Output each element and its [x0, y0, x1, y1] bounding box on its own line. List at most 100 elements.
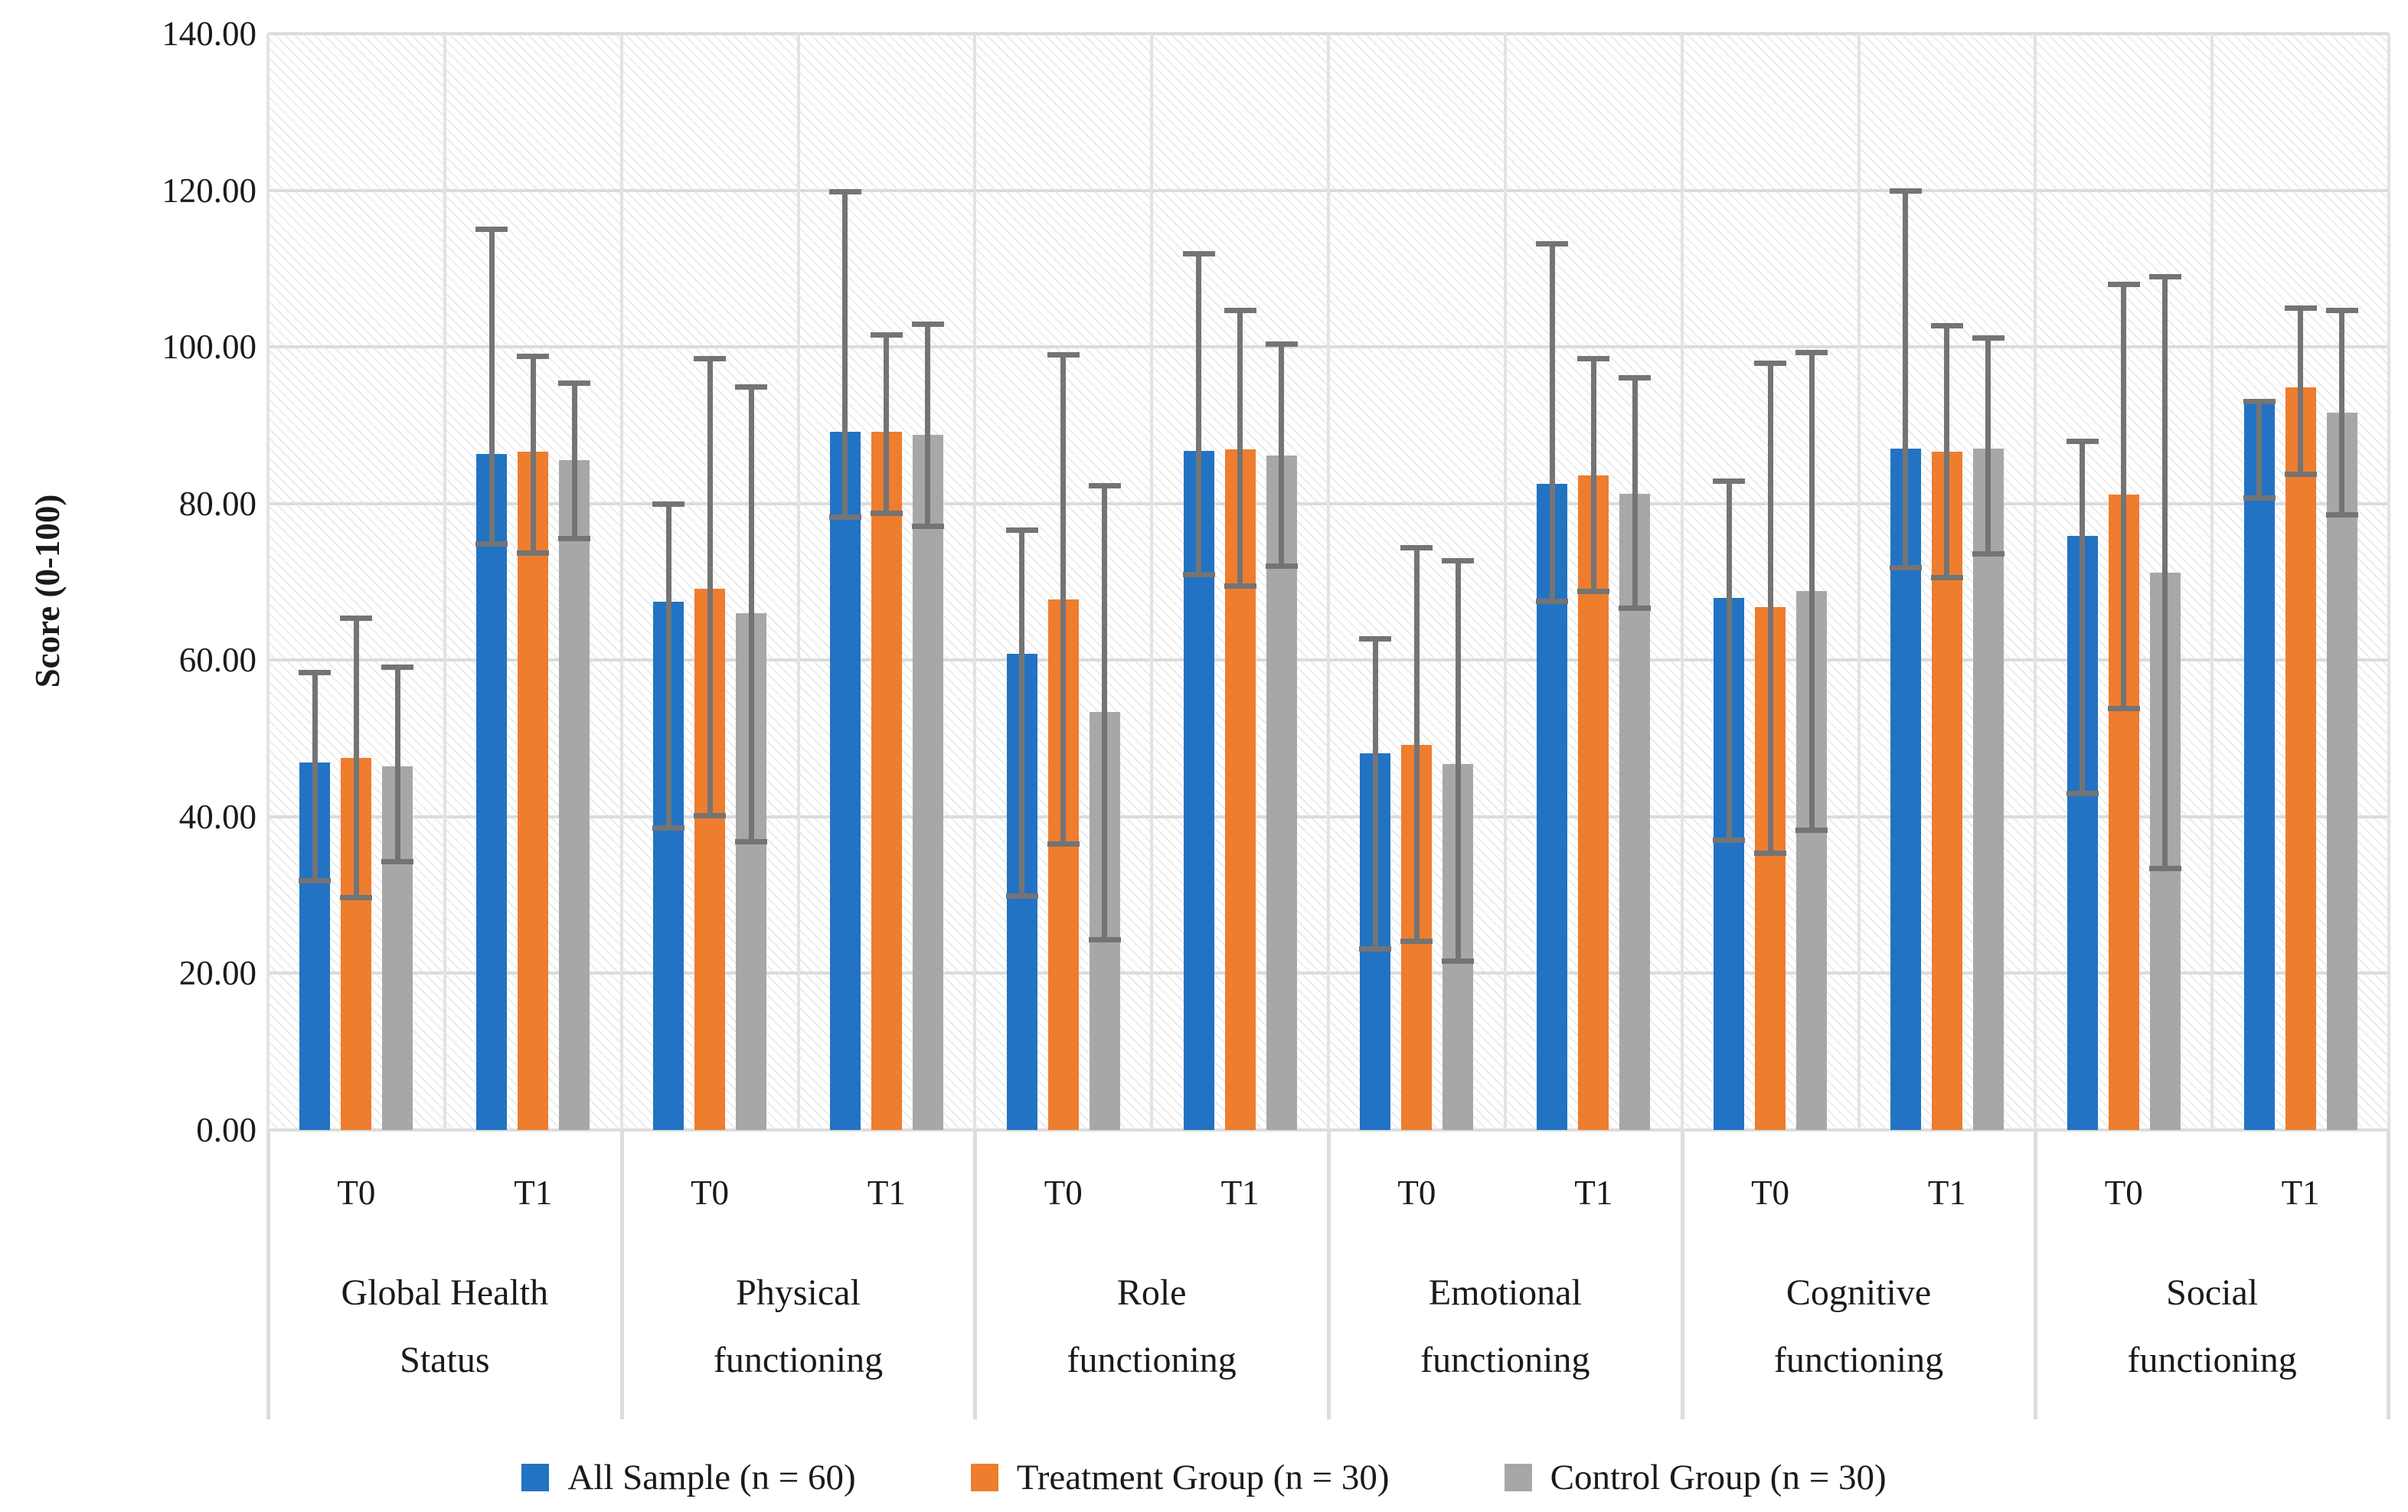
error-bar-line: [2162, 274, 2168, 872]
error-bar-line: [1808, 350, 1815, 834]
error-bar-cap-bottom: [652, 825, 685, 831]
error-bar: [1442, 558, 1475, 965]
error-bar-line: [530, 354, 536, 557]
y-gridline: [268, 1128, 2389, 1132]
bar: [559, 460, 590, 1130]
y-tick-label: 100.00: [162, 328, 256, 367]
legend-marker: [970, 1464, 998, 1491]
error-bar-line: [571, 380, 577, 541]
v-gridline: [2210, 34, 2214, 1130]
bar: [476, 454, 508, 1130]
error-bar-cap-top: [340, 615, 373, 621]
error-bar-cap-bottom: [517, 550, 550, 557]
error-bar-line: [1279, 341, 1285, 569]
error-bar-cap-bottom: [1536, 598, 1569, 604]
error-bar-cap-bottom: [1713, 837, 1746, 843]
plot-area: [266, 32, 2390, 1132]
v-gridline: [796, 34, 800, 1130]
error-bar-line: [353, 615, 359, 901]
error-bar-cap-bottom: [475, 540, 508, 547]
error-bar: [475, 226, 508, 547]
error-bar: [828, 188, 861, 521]
error-bar-cap-bottom: [735, 838, 768, 844]
category-label: Global Health Status: [268, 1259, 622, 1394]
error-bar: [517, 354, 550, 557]
error-bar-cap-top: [517, 354, 550, 360]
error-bar-cap-bottom: [2148, 866, 2181, 872]
error-bar: [1400, 544, 1433, 944]
category-label-line: functioning: [2127, 1340, 2297, 1380]
v-gridline: [619, 34, 623, 1130]
time-tick-label: T1: [1574, 1174, 1613, 1212]
error-bar: [2325, 308, 2358, 518]
error-bar: [1224, 308, 1256, 589]
category-label-line: functioning: [1773, 1340, 1944, 1380]
error-bar-cap-top: [1400, 544, 1433, 550]
error-bar-cap-bottom: [1359, 945, 1392, 952]
error-bar: [1536, 241, 1569, 604]
error-bar-line: [925, 322, 931, 530]
category-label-line: Global Health: [341, 1272, 549, 1313]
time-tick-label: T1: [867, 1174, 906, 1212]
error-bar: [1972, 335, 2004, 557]
error-bar-cap-bottom: [1619, 605, 1652, 611]
error-bar-cap-top: [1442, 558, 1475, 564]
error-bar: [299, 669, 332, 883]
error-bar-line: [884, 331, 890, 517]
error-bar-cap-bottom: [2284, 471, 2317, 477]
error-bar-cap-top: [2148, 274, 2181, 280]
error-bar-line: [1413, 544, 1420, 944]
error-bar: [1619, 374, 1652, 611]
error-bar: [1265, 341, 1298, 569]
error-bar: [1889, 188, 1922, 570]
category-label-line: Emotional: [1428, 1272, 1582, 1313]
time-tick-label: T1: [1220, 1174, 1260, 1212]
error-bar-line: [1196, 251, 1202, 577]
error-bar-line: [1372, 635, 1378, 952]
error-bar-cap-bottom: [1224, 583, 1256, 589]
error-bar-cap-bottom: [2243, 495, 2276, 501]
category-separator: [2387, 1130, 2390, 1419]
error-bar-line: [665, 501, 671, 831]
error-bar-cap-bottom: [1577, 589, 1610, 595]
error-bar-cap-bottom: [1754, 850, 1787, 856]
error-bar-cap-top: [475, 226, 508, 232]
time-tick-label: T0: [1397, 1174, 1436, 1212]
category-label: Emotional functioning: [1328, 1259, 1682, 1394]
category-separator: [1680, 1130, 1684, 1419]
y-tick-label: 120.00: [162, 171, 256, 210]
error-bar-cap-bottom: [340, 895, 373, 901]
error-bar-line: [1237, 308, 1243, 589]
error-bar: [381, 665, 414, 865]
error-bar-cap-top: [828, 188, 861, 194]
bar: [1972, 449, 2004, 1130]
error-bar-cap-top: [735, 384, 768, 390]
category-label-line: Status: [400, 1340, 490, 1380]
error-bar-cap-top: [652, 501, 685, 507]
error-bar: [1359, 635, 1392, 952]
error-bar: [1182, 251, 1215, 577]
v-gridline: [1680, 34, 1684, 1130]
error-bar: [652, 501, 685, 831]
error-bar-cap-bottom: [1182, 571, 1215, 577]
error-bar-cap-bottom: [558, 535, 591, 541]
error-bar-line: [1632, 374, 1638, 611]
legend-item: Treatment Group (n = 30): [970, 1457, 1390, 1498]
error-bar-line: [1944, 323, 1950, 580]
bar: [829, 431, 861, 1130]
error-bar-cap-top: [299, 669, 332, 675]
error-bar-cap-bottom: [828, 514, 861, 521]
bar: [2285, 387, 2316, 1130]
error-bar-cap-bottom: [299, 877, 332, 883]
error-bar-cap-bottom: [1889, 564, 1922, 570]
error-bar-line: [748, 384, 754, 844]
error-bar-cap-top: [2066, 438, 2099, 444]
error-bar: [694, 356, 727, 818]
error-bar-line: [312, 669, 318, 883]
error-bar: [1088, 483, 1121, 942]
category-label-line: Role: [1116, 1272, 1187, 1313]
error-bar-cap-top: [1088, 483, 1121, 489]
error-bar: [1795, 350, 1828, 834]
error-bar-line: [394, 665, 400, 865]
